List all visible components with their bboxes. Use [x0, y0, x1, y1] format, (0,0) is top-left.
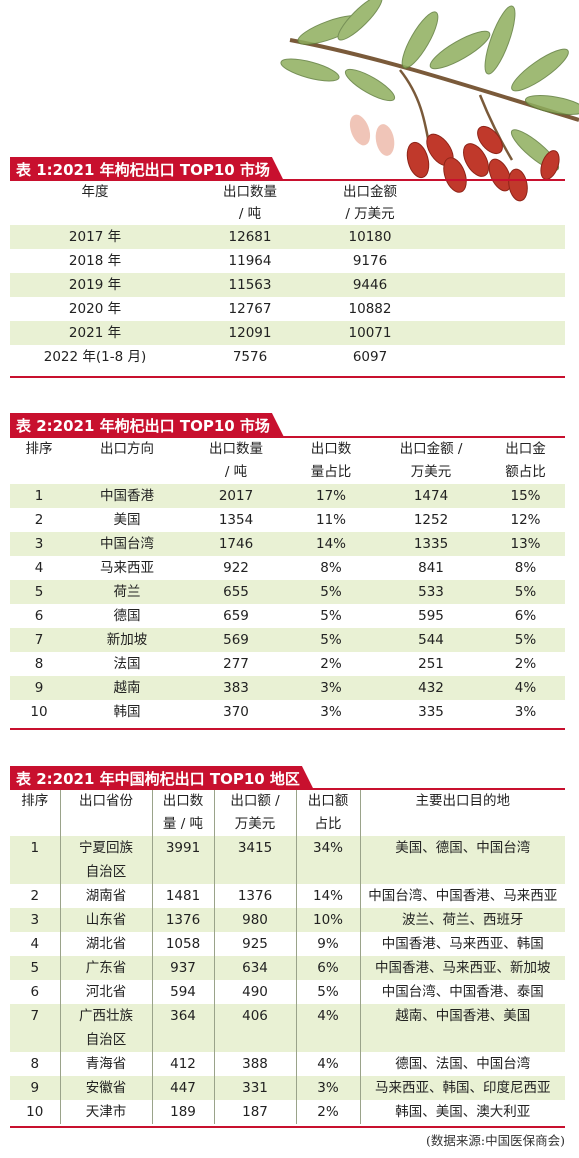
col-amount: 出口金额 / 万美元 — [343, 184, 397, 222]
table-row: 8 青海省 412 388 4% 德国、法国、中国台湾 — [10, 1052, 565, 1076]
table-row: 3 中国台湾 1746 14% 1335 13% — [10, 532, 565, 556]
goji-branch-icon — [280, 0, 579, 202]
table-row: 9 安徽省 447 331 3% 马来西亚、韩国、印度尼西亚 — [10, 1076, 565, 1100]
table3-title-text: 表 2:2021 年中国枸杞出口 TOP10 地区 — [10, 766, 314, 790]
table2-title: 表 2:2021 年枸杞出口 TOP10 市场 — [10, 413, 284, 437]
col-amount: 出口额 / 万美元 — [213, 790, 296, 836]
table1-title-text: 表 1:2021 年枸杞出口 TOP10 市场 — [10, 157, 284, 181]
table-row: 7 广西壮族 自治区 364 406 4% 越南、中国香港、美国 — [10, 1004, 565, 1052]
col-year: 年度 — [81, 184, 109, 200]
col-province: 出口省份 — [59, 790, 152, 836]
table-row: 1 中国香港 2017 17% 1474 15% — [10, 484, 565, 508]
col-rank: 排序 — [25, 441, 53, 457]
table-row: 3 山东省 1376 980 10% 波兰、荷兰、西班牙 — [10, 908, 565, 932]
table-row: 2018 年 11964 9176 — [68, 253, 388, 269]
table-row: 5 荷兰 655 5% 533 5% — [10, 580, 565, 604]
table-row: 2 湖南省 1481 1376 14% 中国台湾、中国香港、马来西亚 — [10, 884, 565, 908]
table-row: 5 广东省 937 634 6% 中国香港、马来西亚、新加坡 — [10, 956, 565, 980]
col-quantity: 出口数量 / 吨 — [209, 441, 263, 480]
table1-bottom-rule — [10, 376, 565, 378]
table-row: 2019 年 11563 9446 — [10, 273, 565, 297]
table-row: 2017 年 12681 10180 — [10, 225, 565, 249]
table-row: 2022 年(1-8 月) 7576 6097 — [43, 349, 388, 365]
export-by-market-table: 排序 出口方向 出口数量 / 吨 出口数 量占比 出口金额 / 万美元 出口金 … — [10, 438, 565, 724]
table-row: 8 法国 277 2% 251 2% — [34, 656, 537, 672]
table-row: 2020 年 12767 10882 — [68, 301, 392, 317]
table1-top-rule — [10, 179, 565, 181]
table-row: 2021 年 12091 10071 — [10, 321, 565, 345]
table2-bottom-rule — [10, 728, 565, 730]
col-amount: 出口金额 / 万美元 — [399, 441, 463, 480]
col-quantity: 出口数 量 / 吨 — [151, 790, 214, 836]
col-main-destinations: 主要出口目的地 — [359, 790, 565, 836]
col-amount-share: 出口金 额占比 — [505, 441, 546, 480]
table3-title: 表 2:2021 年中国枸杞出口 TOP10 地区 — [10, 766, 314, 790]
table-row: 10 韩国 370 3% 335 3% — [30, 704, 537, 720]
col-quantity-share: 出口数 量占比 — [310, 441, 352, 480]
table-row: 10 天津市 189 187 2% 韩国、美国、澳大利亚 — [10, 1100, 565, 1124]
table-row: 4 马来西亚 922 8% 841 8% — [34, 560, 537, 576]
table1-title: 表 1:2021 年枸杞出口 TOP10 市场 — [10, 157, 284, 181]
table3-top-rule — [10, 788, 565, 790]
table-row: 1 宁夏回族 自治区 3991 3415 34% 美国、德国、中国台湾 — [10, 836, 565, 884]
data-source-note: (数据来源:中国医保商会) — [426, 1133, 565, 1148]
table-row: 6 德国 659 5% 595 6% — [34, 608, 537, 624]
table3-bottom-rule — [10, 1126, 565, 1128]
table-row: 7 新加坡 569 5% 544 5% — [10, 628, 565, 652]
table2-title-text: 表 2:2021 年枸杞出口 TOP10 市场 — [10, 413, 284, 437]
table2-top-rule — [10, 436, 565, 438]
table-row: 6 河北省 594 490 5% 中国台湾、中国香港、泰国 — [10, 980, 565, 1004]
col-rank: 排序 — [21, 793, 49, 809]
export-by-year-table: 年度 出口数量 / 吨 出口金额 / 万美元 2017 年 12681 10180 … — [10, 181, 565, 369]
col-destination: 出口方向 — [100, 441, 154, 457]
table-row: 4 湖北省 1058 925 9% 中国香港、马来西亚、韩国 — [10, 932, 565, 956]
col-amount-share: 出口额 占比 — [295, 790, 360, 836]
table-row: 9 越南 383 3% 432 4% — [10, 676, 565, 700]
table-row: 2 美国 1354 11% 1252 12% — [34, 512, 541, 528]
export-by-province-table: 排序 出口省份 出口数 量 / 吨 出口额 / 万美元 出口额 占比 主要出口目… — [10, 790, 565, 1124]
col-quantity: 出口数量 / 吨 — [223, 184, 277, 222]
